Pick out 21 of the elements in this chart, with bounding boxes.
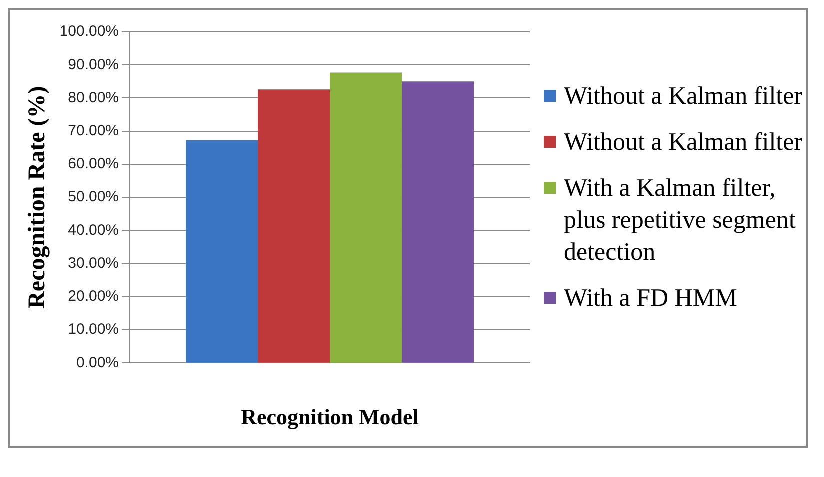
legend-label: Without a Kalman filter [564,128,803,158]
y-tick-label: 60.00% [68,156,120,173]
y-axis-title: Recognition Rate (%) [24,86,51,309]
y-tick-label: 90.00% [68,56,120,74]
bar [186,140,258,363]
y-tick-label: 10.00% [68,321,120,338]
y-tick-label: 100.00% [60,23,120,40]
y-tick-label: 80.00% [68,89,120,106]
bar [258,90,330,363]
legend-label: Without a Kalman filter [564,82,803,112]
y-tick-label: 0.00% [76,354,120,372]
legend-label: With a FD HMM [564,284,738,314]
y-tick-label: 20.00% [68,288,120,306]
x-axis-title: Recognition Model [241,404,419,430]
y-tick-label: 30.00% [68,254,120,272]
bar [402,82,474,363]
bar [330,72,402,363]
legend-label: With a Kalman filter, plus repetitive segment detection [564,174,797,268]
y-tick-label: 70.00% [68,122,120,140]
y-tick-label: 50.00% [68,188,120,206]
y-tick-label: 40.00% [68,222,120,239]
